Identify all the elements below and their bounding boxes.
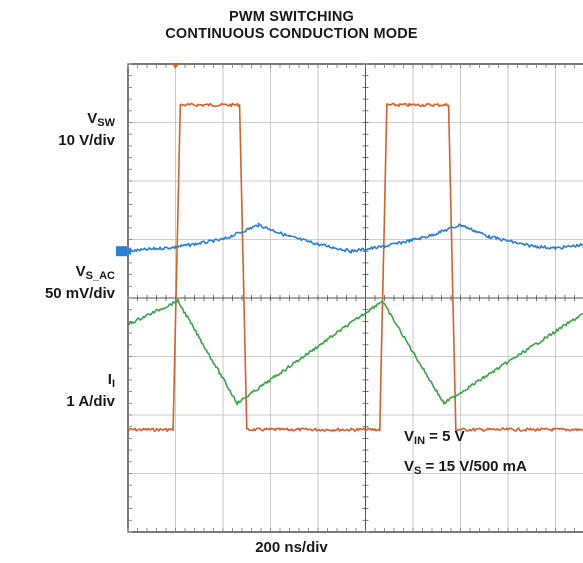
trace-vs_ac [127, 222, 583, 254]
channel-marker-arrow-icon [125, 247, 131, 256]
annotation-vin: VIN = 5 V [404, 428, 465, 450]
trigger-marker-icon [171, 63, 180, 69]
annotation-vs-main: V [404, 458, 415, 475]
channel-label-vsw: VSW 10 V/div [58, 110, 115, 150]
channel-marker-icon [116, 246, 127, 257]
channel-name-ii: I [107, 371, 112, 388]
channel-scale-vsw: 10 V/div [58, 132, 115, 149]
channel-name-vsw: V [87, 110, 98, 127]
scope-grid [127, 63, 583, 533]
annotation-vs: VS = 15 V/500 mA [404, 458, 527, 480]
channel-sub-vsw: SW [97, 117, 115, 129]
annotation-vs-value: = 15 V/500 mA [421, 458, 527, 475]
scope-traces [127, 102, 583, 432]
channel-label-ii: II 1 A/div [66, 371, 115, 411]
trace-vsw [127, 102, 583, 432]
channel-scale-ii: 1 A/div [66, 393, 115, 410]
channel-label-vsac: VS_AC 50 mV/div [45, 263, 115, 303]
channel-sub-ii: I [111, 378, 115, 390]
channel-name-vsac: V [75, 263, 86, 280]
annotation-vin-sub: IN [414, 435, 426, 447]
annotation-vin-value: = 5 V [425, 428, 465, 445]
channel-sub-vsac: S_AC [85, 270, 115, 282]
annotation-vs-sub: S [414, 465, 422, 477]
trace-ii [127, 298, 583, 406]
x-axis-label: 200 ns/div [255, 539, 328, 556]
chart-subtitle: CONTINUOUS CONDUCTION MODE [165, 26, 418, 42]
scope-markers [116, 63, 180, 257]
chart-title: PWM SWITCHING [228, 9, 355, 25]
channel-scale-vsac: 50 mV/div [44, 285, 115, 302]
annotation-vin-main: V [404, 428, 415, 445]
